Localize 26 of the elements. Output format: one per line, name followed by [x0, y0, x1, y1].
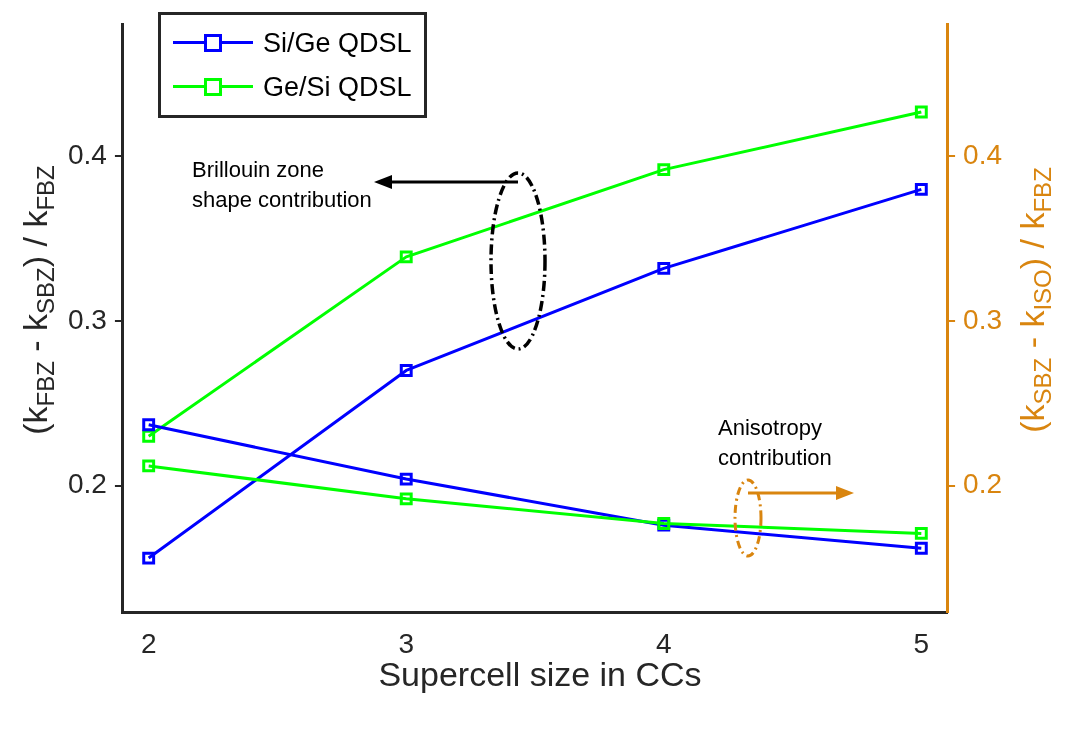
- x-tick-label: 5: [913, 627, 930, 659]
- y-tick-label: 0.4: [67, 139, 107, 171]
- point: [399, 250, 413, 264]
- point: [399, 472, 413, 486]
- point: [142, 429, 156, 443]
- legend-label: Si/Ge QDSL: [263, 27, 412, 59]
- annotation: Brillouin zone shape contribution: [192, 156, 372, 214]
- point: [657, 163, 671, 177]
- point: [142, 459, 156, 473]
- point: [142, 551, 156, 565]
- x-tick-label: 2: [140, 627, 157, 659]
- y2-tick-label: 0.3: [963, 303, 1003, 335]
- point: [914, 541, 928, 555]
- y2-tick-label: 0.2: [963, 468, 1003, 500]
- y2-tick-label: 0.4: [963, 139, 1003, 171]
- point: [399, 492, 413, 506]
- annotation: Anisotropy contribution: [718, 414, 832, 472]
- y-tick-label: 0.3: [67, 303, 107, 335]
- point: [399, 364, 413, 377]
- point: [914, 105, 928, 119]
- y-tick-label: 0.2: [67, 468, 107, 500]
- legend-label: Ge/Si QDSL: [263, 71, 412, 103]
- point: [142, 418, 156, 432]
- point: [657, 261, 671, 275]
- point: [914, 526, 928, 540]
- point: [914, 182, 928, 196]
